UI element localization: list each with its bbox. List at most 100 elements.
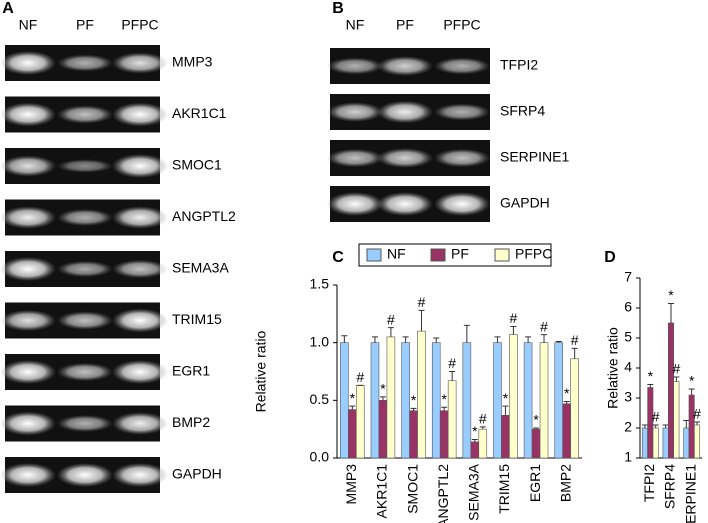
significance-mark: *: [350, 390, 356, 406]
error-bar: [410, 407, 417, 411]
bar: [501, 415, 510, 459]
error-bar: [555, 341, 562, 343]
y-tick-label: 2: [624, 419, 632, 435]
gel-band: [377, 192, 433, 216]
gel-band: [57, 209, 113, 226]
bar: [431, 342, 441, 459]
panel-label: B: [332, 0, 344, 17]
y-tick-label: 7: [624, 269, 632, 285]
bar: [652, 427, 659, 459]
lane-label: PFPC: [121, 17, 158, 33]
gene-label: GAPDH: [172, 466, 222, 482]
gel-band: [57, 159, 113, 173]
significance-mark: *: [380, 381, 386, 397]
gel-band: [327, 192, 383, 216]
legend-swatch: [430, 248, 446, 262]
error-bar: [494, 336, 501, 343]
gel-band: [0, 155, 56, 177]
significance-mark: #: [448, 355, 456, 371]
significance-mark: #: [540, 318, 548, 334]
gel-band: [112, 154, 168, 178]
x-tick-label: EGR1: [527, 464, 543, 502]
error-bar: [502, 405, 509, 416]
bar: [370, 342, 380, 459]
bar: [673, 381, 680, 459]
bar: [539, 342, 549, 459]
error-bar: [525, 336, 532, 343]
gel-band: [112, 259, 168, 279]
error-bar: [341, 335, 348, 343]
error-bar: [533, 427, 540, 430]
x-tick-label: ANGPTL2: [435, 464, 451, 523]
legend-label: PF: [451, 246, 469, 262]
legend-swatch: [494, 248, 510, 262]
gel-band: [112, 360, 168, 384]
gel-band: [57, 54, 113, 72]
error-bar: [668, 303, 674, 323]
significance-mark: *: [503, 390, 509, 406]
legend-swatch: [366, 248, 382, 262]
y-tick-label: 0.0: [310, 449, 330, 465]
gel-band: [112, 308, 168, 333]
panel-label: C: [332, 249, 344, 266]
panel-label: D: [604, 249, 616, 266]
error-bar: [652, 424, 659, 428]
gel-band: [57, 311, 113, 330]
legend-label: PFPC: [515, 246, 552, 262]
x-tick-label: TFPI2: [641, 464, 657, 502]
bar: [493, 342, 502, 459]
significance-mark: *: [441, 391, 447, 407]
significance-mark: #: [672, 361, 680, 377]
bar: [683, 427, 690, 459]
gel-band: [0, 463, 56, 487]
gel-band: [112, 412, 168, 435]
gel-band: [377, 100, 433, 124]
error-bar: [541, 334, 548, 343]
significance-mark: *: [411, 392, 417, 408]
bar: [694, 424, 701, 459]
gel-band: [434, 57, 490, 75]
gel-band: [327, 148, 383, 168]
gene-label: SERPINE1: [500, 149, 569, 165]
error-bar: [479, 426, 486, 430]
gel-band: [57, 415, 113, 432]
error-bar: [402, 336, 409, 343]
error-bar: [683, 420, 690, 428]
gel-band: [434, 103, 490, 121]
bar: [447, 380, 457, 459]
lane-label: PF: [76, 17, 94, 33]
bar: [668, 322, 674, 459]
y-tick-label: 4: [624, 359, 632, 375]
bar: [570, 358, 579, 459]
bar: [662, 427, 669, 459]
gel-band: [327, 102, 383, 122]
gene-label: ANGPTL2: [172, 208, 236, 224]
y-axis-label: Relative ratio: [605, 327, 621, 409]
error-bar: [647, 384, 654, 388]
error-bar: [662, 424, 669, 428]
x-tick-label: SERPINE1: [682, 464, 698, 523]
y-tick-label: 1.5: [310, 276, 330, 292]
gel-band: [434, 192, 490, 216]
gel-band: [0, 51, 56, 75]
bar: [386, 336, 396, 459]
gene-label: AKR1C1: [172, 105, 227, 121]
x-tick-label: AKR1C1: [374, 464, 390, 519]
significance-mark: #: [510, 310, 518, 326]
lane-label: NF: [346, 17, 365, 33]
lane-label: PFPC: [443, 17, 480, 33]
y-tick-label: 5: [624, 329, 632, 345]
gene-label: TFPI2: [500, 57, 538, 73]
y-tick-label: 1.0: [310, 333, 330, 349]
error-bar: [641, 424, 648, 428]
gel-band: [112, 206, 168, 229]
bar: [348, 409, 357, 459]
gel-band: [57, 362, 113, 382]
significance-mark: #: [418, 294, 426, 310]
error-bar: [349, 405, 356, 410]
error-bar: [441, 406, 448, 411]
error-bar: [510, 326, 517, 335]
bar: [641, 427, 648, 459]
